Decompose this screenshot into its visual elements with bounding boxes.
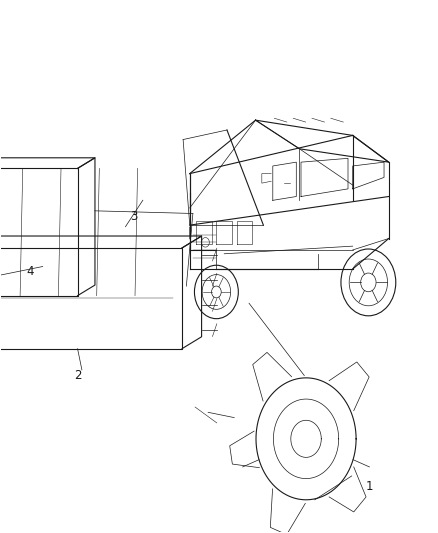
- Text: 1: 1: [365, 480, 373, 493]
- Text: 4: 4: [26, 265, 33, 278]
- Text: 2: 2: [74, 369, 81, 382]
- Text: 3: 3: [131, 209, 138, 223]
